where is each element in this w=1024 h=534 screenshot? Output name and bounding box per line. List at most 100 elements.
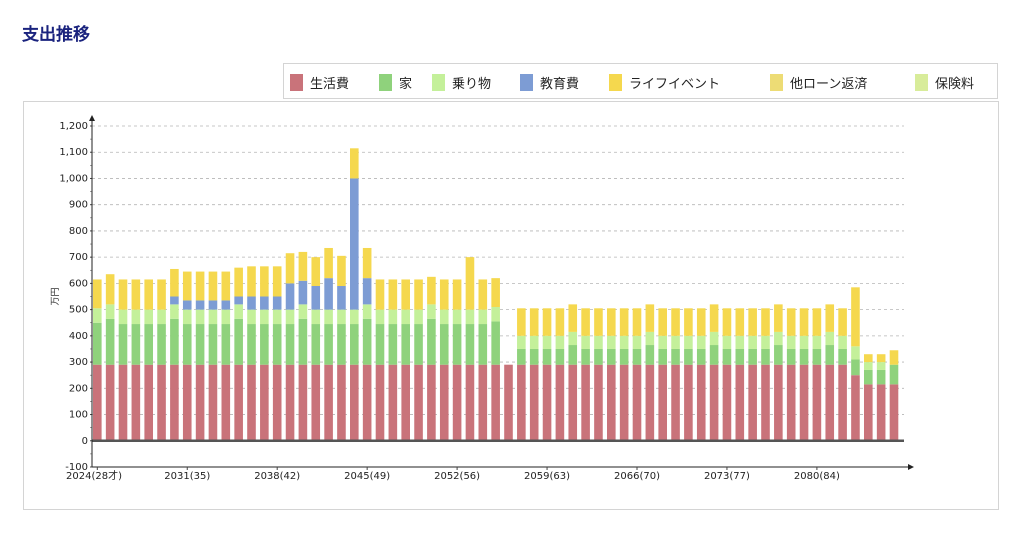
x-tick-label: 2024(28才) (66, 469, 122, 482)
bar-segment (208, 300, 218, 310)
bar-segment (234, 318, 243, 365)
bar-segment (774, 304, 783, 332)
bar-segment (568, 331, 578, 346)
bar-segment (748, 335, 757, 349)
bar-segment (311, 257, 321, 286)
bar-segment (208, 309, 218, 325)
bar-segment (864, 384, 873, 441)
bar-segment (157, 309, 166, 325)
bar-segment (182, 300, 192, 310)
bar-segment (272, 364, 282, 441)
legend-swatch-house (379, 73, 392, 91)
bar-segment (825, 364, 835, 441)
bar-segment (260, 309, 269, 325)
bar-segment (786, 308, 796, 336)
bar-segment (568, 304, 578, 332)
bar-segment (324, 324, 333, 365)
bar-segment (594, 364, 603, 441)
bar-segment (350, 364, 359, 441)
bar-segment (799, 335, 809, 349)
bar-segment (568, 364, 578, 441)
bar-segment (504, 364, 513, 441)
bar-segment (851, 375, 860, 441)
bar-segment (581, 308, 590, 336)
bar-segment (594, 348, 603, 365)
bar-segment (748, 364, 757, 441)
bar-segment (170, 268, 179, 297)
bar-segment (658, 308, 667, 336)
bar-segment (851, 287, 860, 347)
bar-segment (439, 279, 449, 310)
bar-segment (619, 335, 629, 349)
bar-segment (388, 309, 398, 325)
legend-label: 家 (399, 76, 413, 92)
bar-segment (452, 309, 462, 325)
bar-segment (298, 251, 308, 281)
bar-segment (362, 304, 372, 319)
bar-segment (388, 279, 398, 310)
bar-segment (491, 306, 500, 322)
bar-segment (401, 309, 410, 325)
bar-segment (761, 335, 770, 349)
bar-segment (285, 324, 295, 365)
bar-segment (350, 178, 359, 310)
bar-segment (337, 309, 346, 325)
page-title: 支出推移 (22, 25, 90, 45)
x-tick-label: 2080(84) (794, 471, 840, 482)
bar-segment (285, 309, 295, 325)
bar-segment (298, 280, 308, 305)
bar-segment (799, 308, 809, 336)
bar-segment (324, 278, 333, 310)
bar-segment (696, 335, 706, 349)
bar-segment (555, 364, 565, 441)
bar-segment (786, 348, 796, 365)
bar-segment (581, 364, 590, 441)
bar-segment (350, 324, 359, 365)
x-tick-label: 2052(56) (434, 471, 480, 482)
bar-segment (195, 309, 205, 325)
bar-segment (722, 308, 732, 336)
bar-segment (93, 364, 102, 441)
bar-segment (709, 364, 719, 441)
x-tick-label: 2059(63) (524, 471, 570, 482)
legend-swatch-insurance (915, 73, 928, 91)
bar-segment (478, 324, 488, 365)
x-tick-label: 2038(42) (254, 471, 300, 482)
bar-segment (838, 364, 847, 441)
bar-segment (298, 364, 308, 441)
bar-segment (696, 308, 706, 336)
bar-segment (221, 300, 231, 310)
bar-segment (786, 335, 796, 349)
bar-segment (619, 364, 629, 441)
y-tick-label: 800 (69, 226, 88, 237)
bar-segment (658, 364, 667, 441)
bar-segment (362, 364, 372, 441)
bar-segment (619, 308, 629, 336)
bar-segment (182, 324, 192, 365)
bar-segment (812, 348, 822, 365)
bar-segment (388, 364, 398, 441)
chart-container: -100 0 100 200 300 400 500 600 700 800 900 1,000 1,1… (23, 101, 999, 510)
bar-segment (812, 364, 822, 441)
bar-segment (735, 364, 745, 441)
bar-segment (645, 304, 655, 332)
bar-segment (234, 296, 243, 305)
bar-segment (170, 304, 179, 319)
bar-segment (838, 308, 847, 336)
bar-segment (581, 335, 590, 349)
bar-segment (362, 278, 372, 305)
bar-segment (285, 283, 295, 310)
bar-segment (748, 348, 757, 365)
bar-segment (529, 348, 539, 365)
bar-segment (864, 369, 873, 385)
legend-swatch-life-event (609, 73, 622, 91)
bar-segment (517, 364, 526, 441)
bar-segment (170, 318, 179, 365)
bar-segment (671, 308, 680, 336)
bar-segment (876, 354, 886, 363)
bar-segment (671, 335, 680, 349)
bar-segment (825, 304, 835, 332)
bar-segment (812, 335, 822, 349)
bar-segment (105, 274, 115, 305)
legend-item-other-loan: 他ローン返済 (770, 64, 867, 100)
